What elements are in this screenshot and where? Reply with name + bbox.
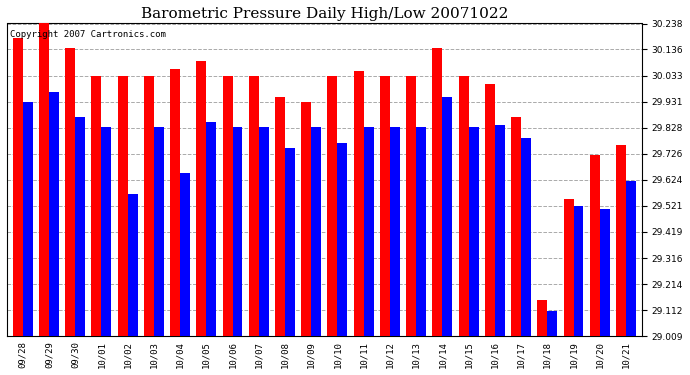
Bar	[285, 148, 295, 336]
Bar	[101, 128, 111, 336]
Bar	[547, 310, 558, 336]
Bar	[511, 117, 521, 336]
Bar	[311, 128, 321, 336]
Bar	[590, 155, 600, 336]
Bar	[521, 138, 531, 336]
Title: Barometric Pressure Daily High/Low 20071022: Barometric Pressure Daily High/Low 20071…	[141, 7, 508, 21]
Bar	[49, 92, 59, 336]
Bar	[469, 128, 479, 336]
Bar	[616, 145, 626, 336]
Bar	[154, 128, 164, 336]
Bar	[337, 142, 347, 336]
Bar	[170, 69, 180, 336]
Bar	[12, 38, 23, 336]
Bar	[626, 181, 636, 336]
Bar	[390, 128, 400, 336]
Bar	[573, 206, 584, 336]
Bar	[433, 48, 442, 336]
Bar	[65, 48, 75, 336]
Bar	[233, 128, 242, 336]
Bar	[380, 76, 390, 336]
Bar	[259, 128, 268, 336]
Bar	[459, 76, 469, 336]
Bar	[495, 125, 505, 336]
Bar	[75, 117, 85, 336]
Bar	[180, 173, 190, 336]
Bar	[302, 102, 311, 336]
Bar	[564, 199, 573, 336]
Bar	[328, 76, 337, 336]
Bar	[600, 209, 610, 336]
Bar	[485, 84, 495, 336]
Bar	[223, 76, 233, 336]
Bar	[197, 61, 206, 336]
Bar	[416, 128, 426, 336]
Bar	[206, 122, 216, 336]
Bar	[128, 194, 137, 336]
Text: Copyright 2007 Cartronics.com: Copyright 2007 Cartronics.com	[10, 30, 166, 39]
Bar	[406, 76, 416, 336]
Bar	[442, 97, 453, 336]
Bar	[275, 97, 285, 336]
Bar	[23, 102, 32, 336]
Bar	[354, 71, 364, 336]
Bar	[144, 76, 154, 336]
Bar	[117, 76, 128, 336]
Bar	[249, 76, 259, 336]
Bar	[39, 21, 49, 336]
Bar	[364, 128, 374, 336]
Bar	[91, 76, 101, 336]
Bar	[538, 300, 547, 336]
